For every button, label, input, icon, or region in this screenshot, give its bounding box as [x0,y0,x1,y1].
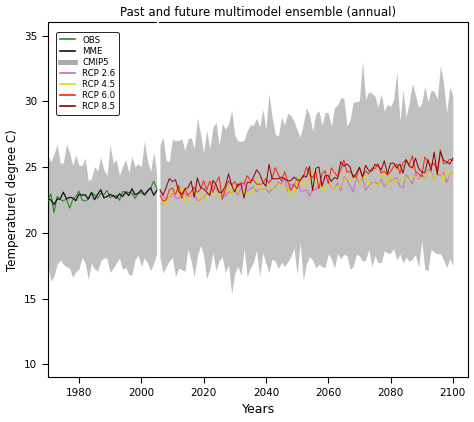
X-axis label: Years: Years [242,403,274,417]
Legend: OBS, MME, CMIP5, RCP 2.6, RCP 4.5, RCP 6.0, RCP 8.5: OBS, MME, CMIP5, RCP 2.6, RCP 4.5, RCP 6… [56,32,118,115]
Title: Past and future multimodel ensemble (annual): Past and future multimodel ensemble (ann… [120,5,396,19]
Y-axis label: Temperature( degree C): Temperature( degree C) [6,129,18,271]
